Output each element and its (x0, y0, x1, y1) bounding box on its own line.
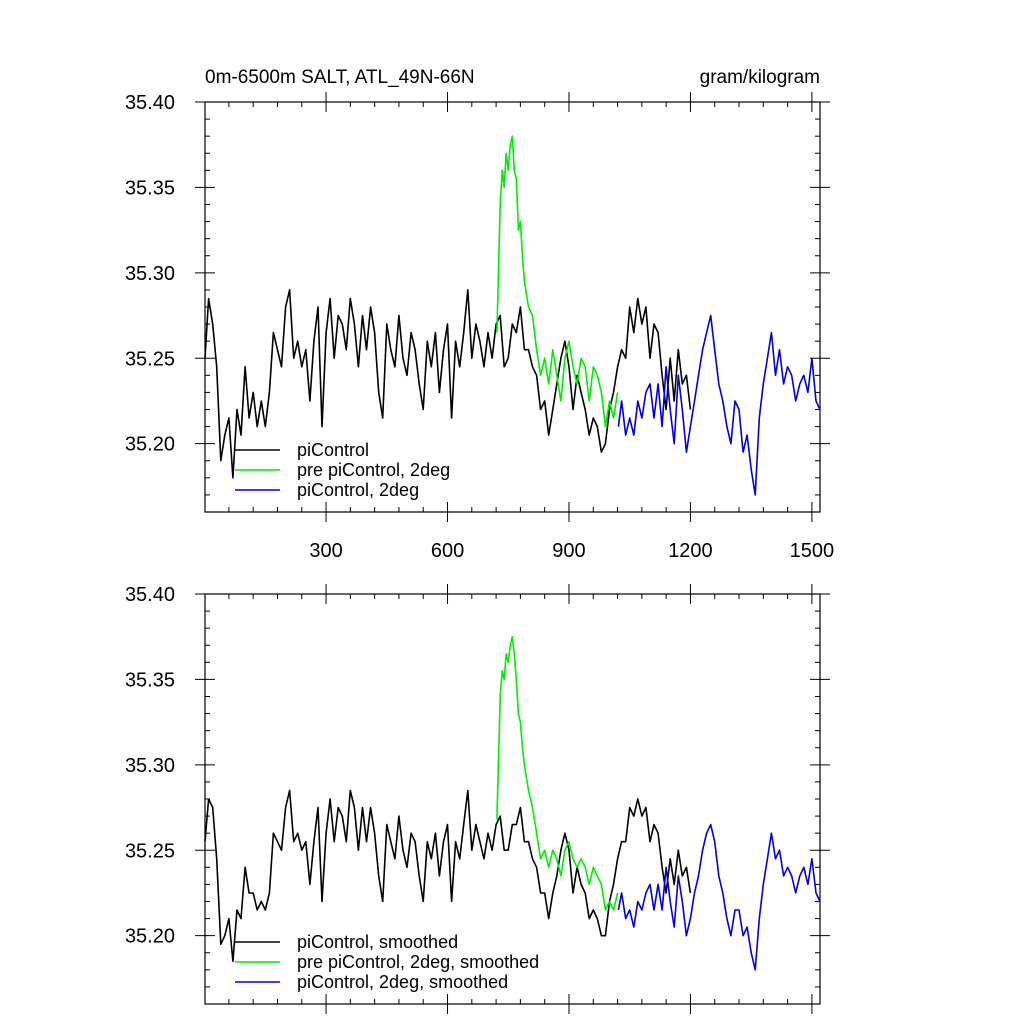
y-tick-label: 35.20 (125, 434, 175, 456)
x-tick-label: 900 (552, 540, 585, 562)
y-tick-label: 35.25 (125, 348, 175, 370)
legend-label: pre piControl, 2deg, smoothed (297, 952, 539, 972)
x-tick-label: 300 (309, 540, 342, 562)
y-tick-label: 35.25 (125, 840, 175, 862)
legend-label: piControl, 2deg, smoothed (297, 972, 508, 992)
bottom-panel: 35.20 35.25 35.30 35.35 35.40 piControl, smoo… (125, 584, 830, 1014)
series-line-2 (617, 314, 821, 496)
x-tick-label: 1500 (790, 540, 835, 562)
x-tick-label: 600 (431, 540, 464, 562)
y-tick-label: 35.30 (125, 263, 175, 285)
y-tick-label: 35.30 (125, 755, 175, 777)
series-line-1 (496, 135, 619, 428)
chart-units-label: gram/kilogram (700, 67, 820, 88)
y-tick-label: 35.20 (125, 926, 175, 948)
series-line-2 (617, 823, 821, 971)
legend-label: pre piControl, 2deg (297, 460, 450, 480)
legend-label: piControl (297, 440, 369, 460)
legend-label: piControl, smoothed (297, 932, 458, 952)
top-panel: 300 600 900 1200 1500 35.20 35.25 35.30 35.35 35.… (125, 92, 834, 562)
x-tick-label: 1200 (668, 540, 713, 562)
y-tick-label: 35.35 (125, 177, 175, 199)
series-line-0 (204, 289, 692, 479)
chart-title-left: 0m-6500m SALT, ATL_49N-66N (205, 67, 475, 88)
legend-label: piControl, 2deg (297, 480, 419, 500)
series-line-1 (496, 635, 619, 911)
y-tick-label: 35.40 (125, 584, 175, 606)
y-tick-label: 35.35 (125, 669, 175, 691)
y-tick-label: 35.40 (125, 92, 175, 114)
